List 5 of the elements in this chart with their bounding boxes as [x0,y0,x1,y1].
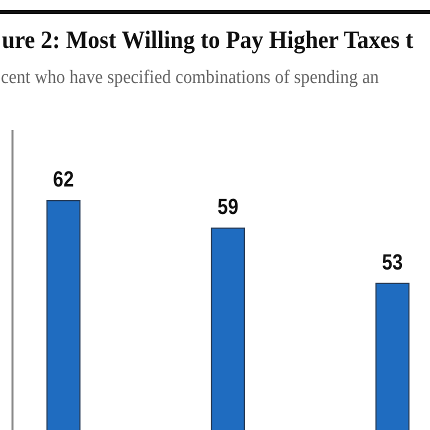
data-label: 53 [382,251,403,275]
chart-subtitle: cent who have specified combinations of spending an [0,66,379,88]
chart-title: ure 2: Most Willing to Pay Higher Taxes t [2,26,414,54]
data-label: 59 [218,196,238,220]
data-label: 62 [53,168,74,192]
